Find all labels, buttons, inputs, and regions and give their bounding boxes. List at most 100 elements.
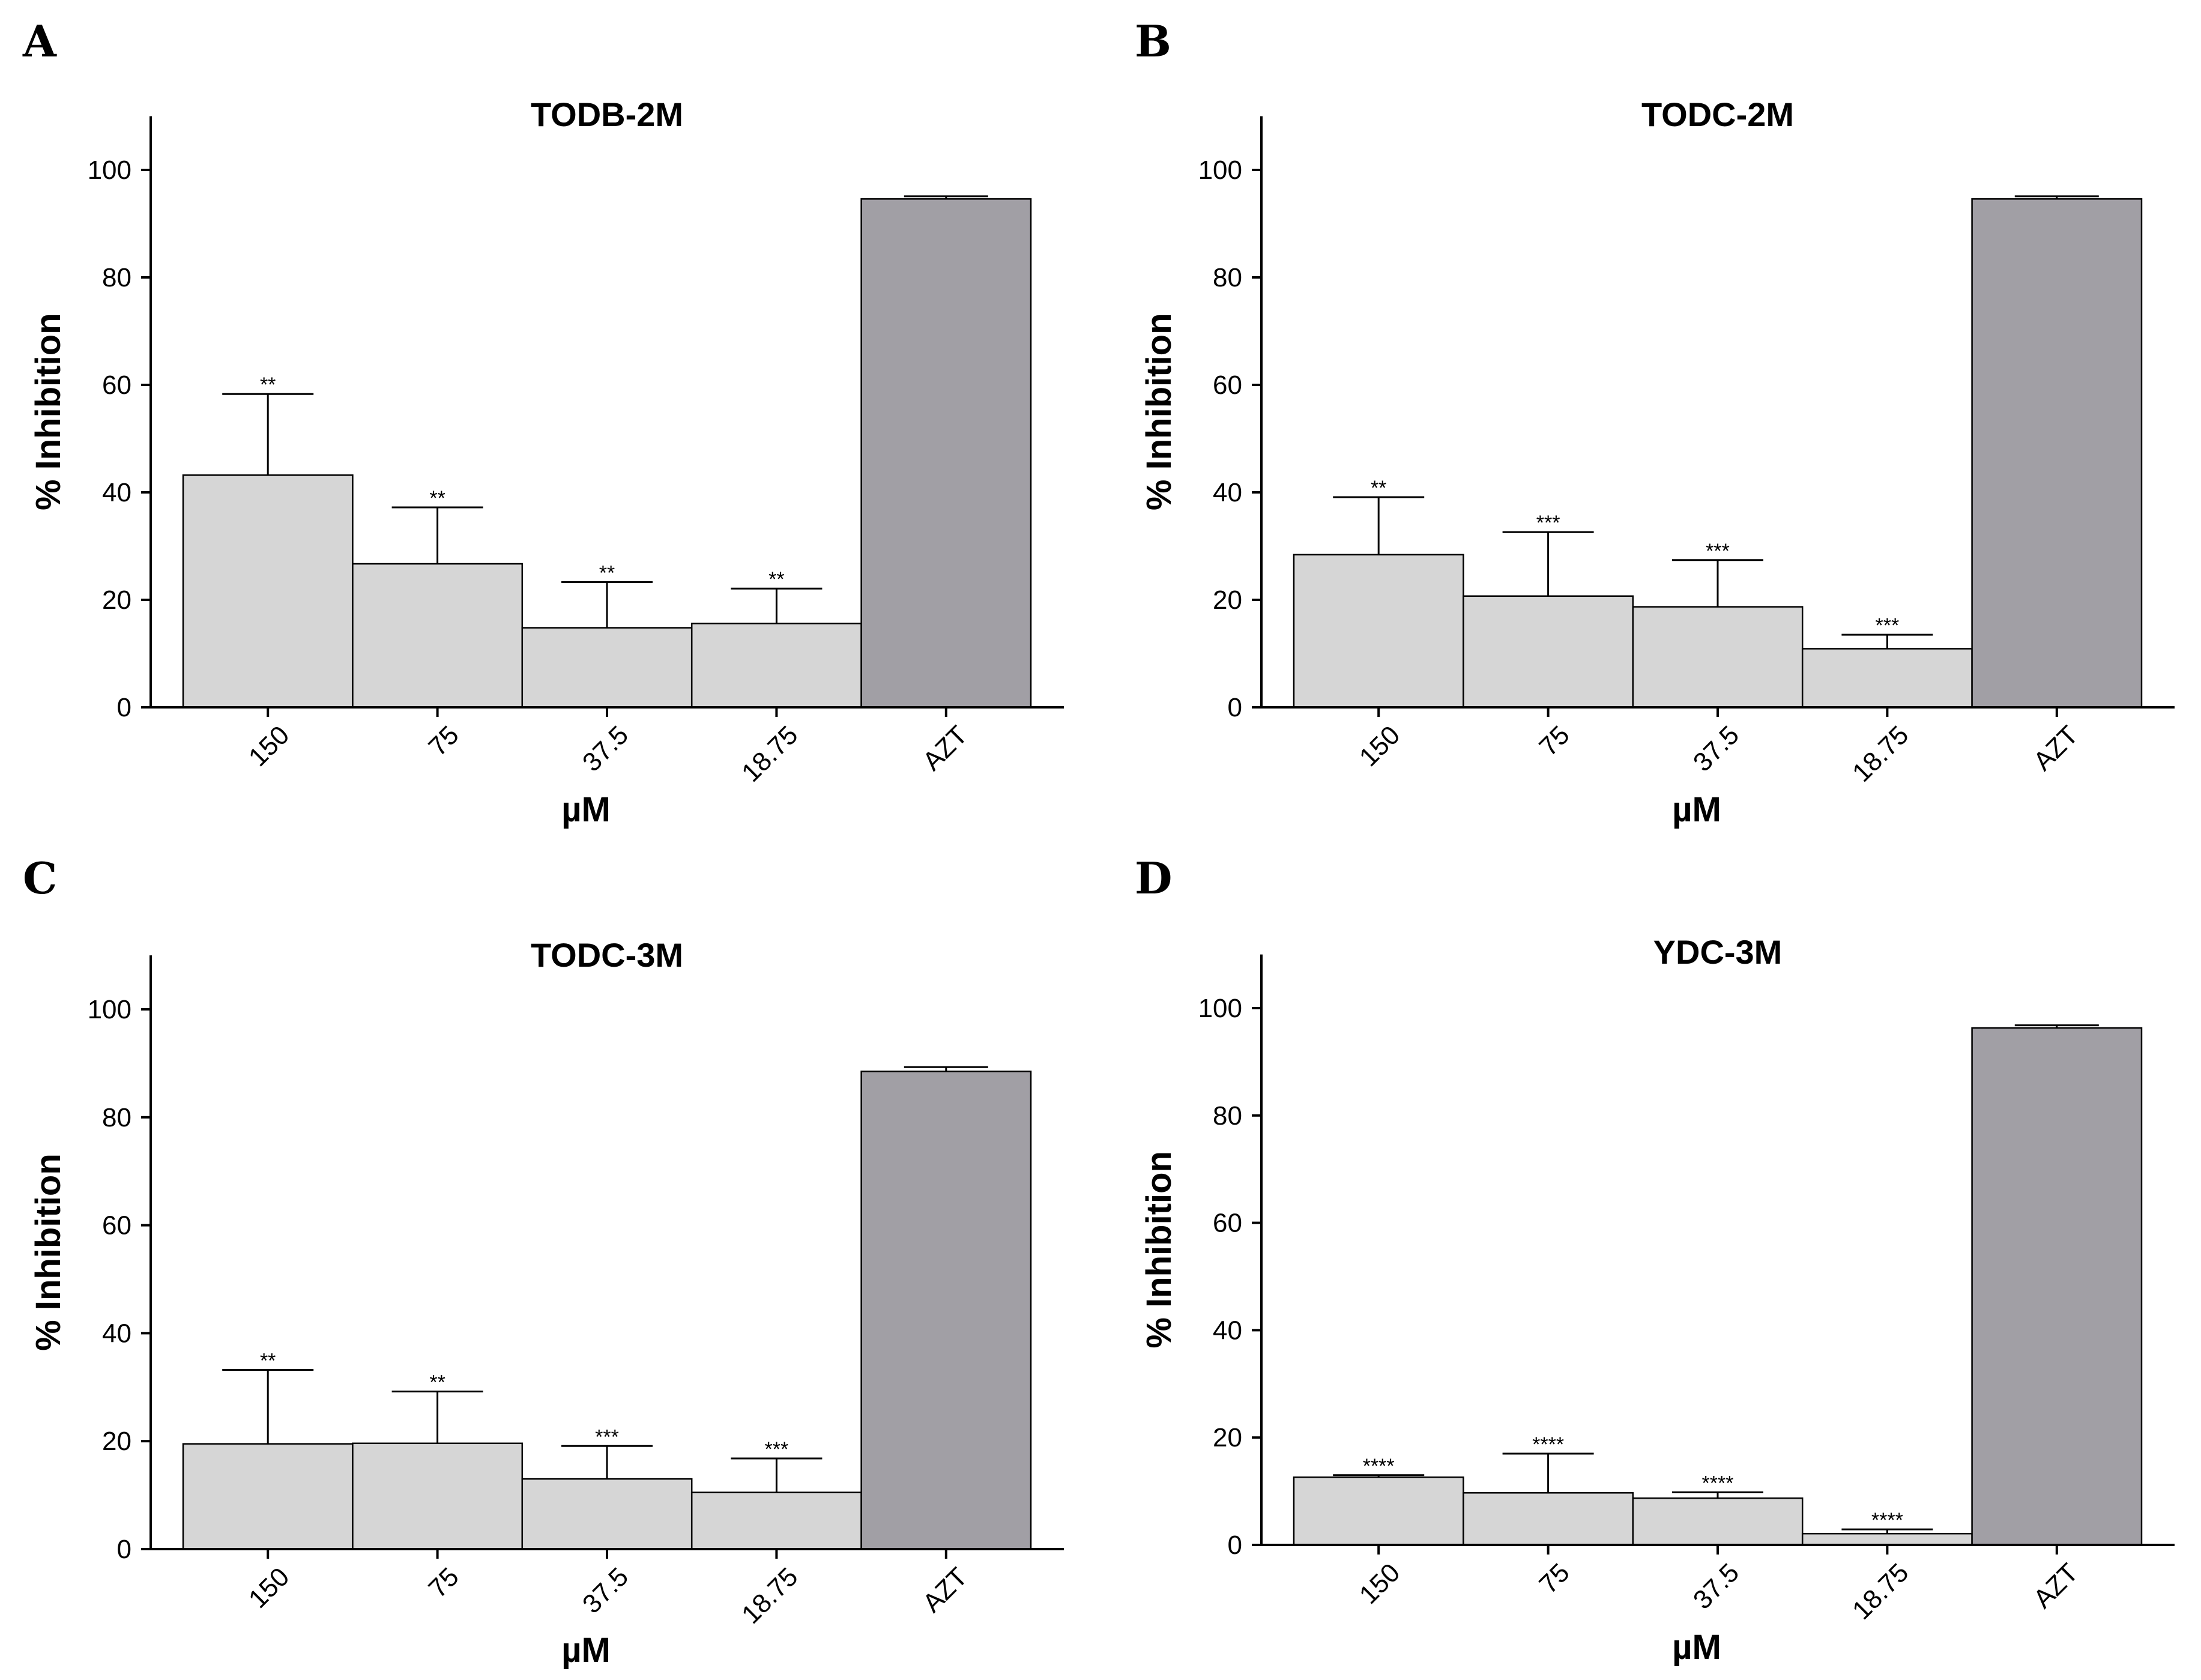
bar (1293, 1476, 1464, 1546)
chart-panel-a: A TODB-2M % Inhibition ** 150 ** 75 ** 37.5 ** 18.… (22, 16, 1064, 829)
bar (521, 1478, 693, 1550)
panel-letter: D (1135, 853, 1172, 904)
y-axis-label: % Inhibition (1140, 313, 1179, 510)
x-tick-label: 150 (243, 720, 295, 772)
bar (690, 623, 862, 709)
y-axis-label: % Inhibition (1140, 1151, 1179, 1349)
significance-label: ** (768, 568, 784, 591)
x-axis-label: µM (561, 790, 611, 829)
chart-title: YDC-3M (1653, 933, 1783, 971)
x-tick-label: 18.75 (736, 1562, 804, 1630)
x-tick-label: 75 (1533, 1558, 1575, 1599)
bar (1971, 198, 2143, 709)
bar (182, 474, 354, 709)
y-tick-label: 60 (1213, 1209, 1242, 1238)
x-axis-label: µM (1672, 1628, 1721, 1667)
x-tick-label: 18.75 (736, 720, 804, 788)
bar (1463, 595, 1634, 709)
significance-label: ** (260, 1350, 276, 1373)
bar (1293, 554, 1464, 709)
x-tick-label: 75 (423, 720, 464, 761)
bar (1801, 1532, 1973, 1546)
y-tick-label: 80 (102, 1103, 131, 1132)
y-tick-label: 40 (1213, 478, 1242, 507)
y-tick-label: 80 (1213, 263, 1242, 292)
chart-panel-b: B TODC-2M % Inhibition ** 150 *** 75 *** 37.5 ***… (1135, 16, 2175, 829)
y-tick-label: 0 (1228, 693, 1242, 722)
y-tick-label: 40 (102, 478, 131, 507)
x-tick-label: 150 (1354, 720, 1406, 772)
y-tick-label: 60 (1213, 370, 1242, 400)
y-tick-label: 80 (102, 263, 131, 292)
x-tick-label: 18.75 (1847, 1558, 1915, 1625)
x-tick-label: 18.75 (1847, 720, 1915, 788)
significance-label: *** (1876, 614, 1900, 637)
significance-label: ** (1371, 477, 1386, 500)
bar (352, 1442, 524, 1550)
significance-label: **** (1702, 1472, 1734, 1494)
x-tick-label: 37.5 (577, 1562, 634, 1619)
y-tick-label: 20 (102, 585, 131, 615)
significance-label: ** (599, 561, 615, 584)
significance-label: *** (1706, 540, 1730, 563)
bar (1971, 1027, 2143, 1546)
x-tick-label: 150 (1354, 1558, 1406, 1610)
y-tick-label: 20 (102, 1427, 131, 1456)
significance-label: *** (595, 1425, 619, 1448)
significance-label: **** (1871, 1509, 1903, 1532)
bar (1801, 648, 1973, 709)
significance-label: ** (429, 487, 445, 510)
y-tick-label: 80 (1213, 1101, 1242, 1131)
x-tick-label: 75 (1533, 720, 1575, 761)
chart-panel-c: C TODC-3M % Inhibition ** 150 ** 75 *** 37.5 *** 1… (23, 853, 1064, 1670)
panel-letter: B (1135, 16, 1171, 67)
bar (182, 1443, 354, 1550)
panel-letter: A (22, 16, 57, 67)
x-tick-label: AZT (2028, 720, 2084, 776)
chart-panel-d: D YDC-3M % Inhibition **** 150 **** 75 **** 37.5… (1135, 853, 2175, 1667)
y-tick-label: 0 (117, 693, 131, 722)
x-tick-label: AZT (2028, 1558, 2084, 1613)
y-tick-label: 60 (102, 1211, 131, 1240)
significance-label: *** (765, 1438, 789, 1461)
bar (1632, 1497, 1804, 1546)
x-tick-label: AZT (917, 1562, 973, 1618)
bar (860, 198, 1032, 709)
y-tick-label: 40 (102, 1319, 131, 1348)
chart-title: TODC-3M (531, 936, 683, 974)
y-tick-label: 100 (1198, 994, 1242, 1023)
y-tick-label: 0 (117, 1535, 131, 1564)
panel-letter: C (23, 853, 57, 904)
bar (352, 563, 524, 709)
y-tick-label: 0 (1228, 1530, 1242, 1560)
y-tick-label: 20 (1213, 1423, 1242, 1452)
y-tick-label: 100 (88, 995, 131, 1024)
significance-label: **** (1363, 1455, 1395, 1478)
bar (521, 627, 693, 709)
y-tick-label: 100 (1198, 156, 1242, 185)
x-tick-label: AZT (917, 720, 973, 776)
y-tick-label: 100 (88, 156, 131, 185)
bar (690, 1491, 862, 1550)
significance-label: ** (260, 373, 276, 396)
chart-title: TODB-2M (531, 95, 683, 133)
x-axis-label: µM (561, 1631, 611, 1670)
y-tick-label: 20 (1213, 585, 1242, 615)
x-tick-label: 37.5 (1688, 720, 1745, 777)
x-tick-label: 75 (423, 1562, 464, 1603)
x-axis-label: µM (1672, 790, 1721, 829)
significance-label: *** (1536, 512, 1560, 534)
chart-title: TODC-2M (1641, 95, 1794, 133)
y-axis-label: % Inhibition (29, 313, 68, 510)
y-axis-label: % Inhibition (29, 1153, 68, 1351)
y-tick-label: 60 (102, 370, 131, 400)
bar (1632, 606, 1804, 709)
bar (860, 1071, 1032, 1550)
x-tick-label: 150 (243, 1562, 295, 1614)
x-tick-label: 37.5 (1688, 1558, 1745, 1615)
significance-label: **** (1532, 1433, 1564, 1456)
x-tick-label: 37.5 (577, 720, 634, 777)
y-tick-label: 40 (1213, 1316, 1242, 1345)
bar (1463, 1492, 1634, 1546)
